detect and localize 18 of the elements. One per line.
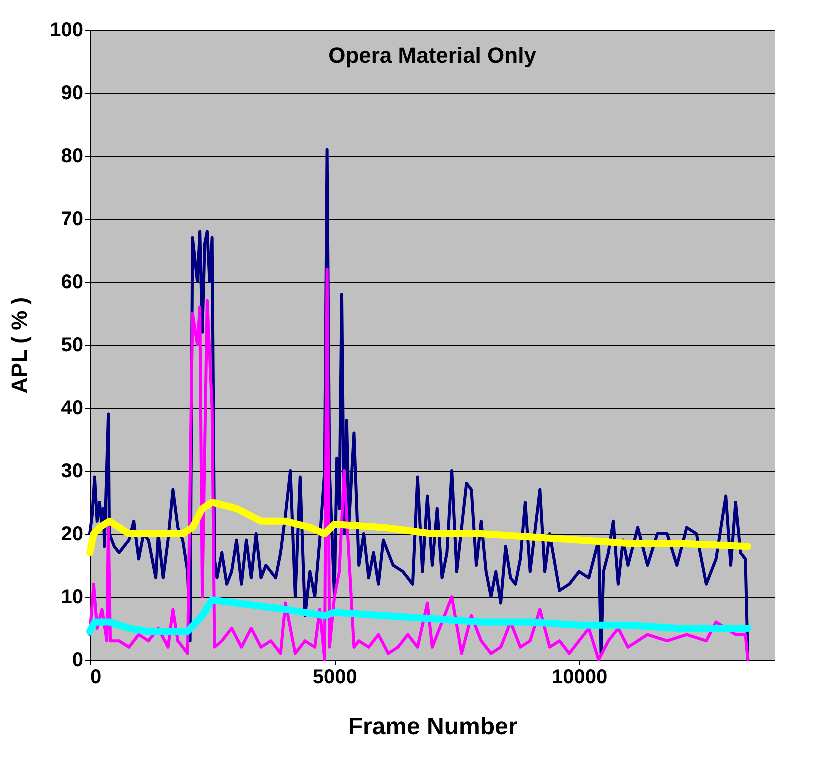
y-tick-label: 30 xyxy=(61,460,84,482)
y-tick-label: 80 xyxy=(61,146,84,168)
y-tick-label: 70 xyxy=(61,208,84,230)
y-tick-label: 90 xyxy=(61,82,84,104)
y-tick-label: 0 xyxy=(72,650,84,672)
x-tick-label: 0 xyxy=(90,666,102,688)
y-axis-title: APL ( % ) xyxy=(7,297,32,394)
x-tick-label: 5000 xyxy=(312,666,358,688)
y-tick-label: 10 xyxy=(61,586,84,608)
y-tick-label: 40 xyxy=(61,398,84,420)
x-tick-label: 10000 xyxy=(552,666,608,688)
y-tick-label: 100 xyxy=(50,20,84,42)
text: Opera Material Only xyxy=(328,43,538,68)
y-tick-label: 50 xyxy=(61,334,84,356)
line-series xyxy=(88,268,750,662)
y-tick-label: 20 xyxy=(61,524,84,546)
y-tick-label: 60 xyxy=(61,272,84,294)
x-axis-title: Frame Number xyxy=(348,714,518,740)
